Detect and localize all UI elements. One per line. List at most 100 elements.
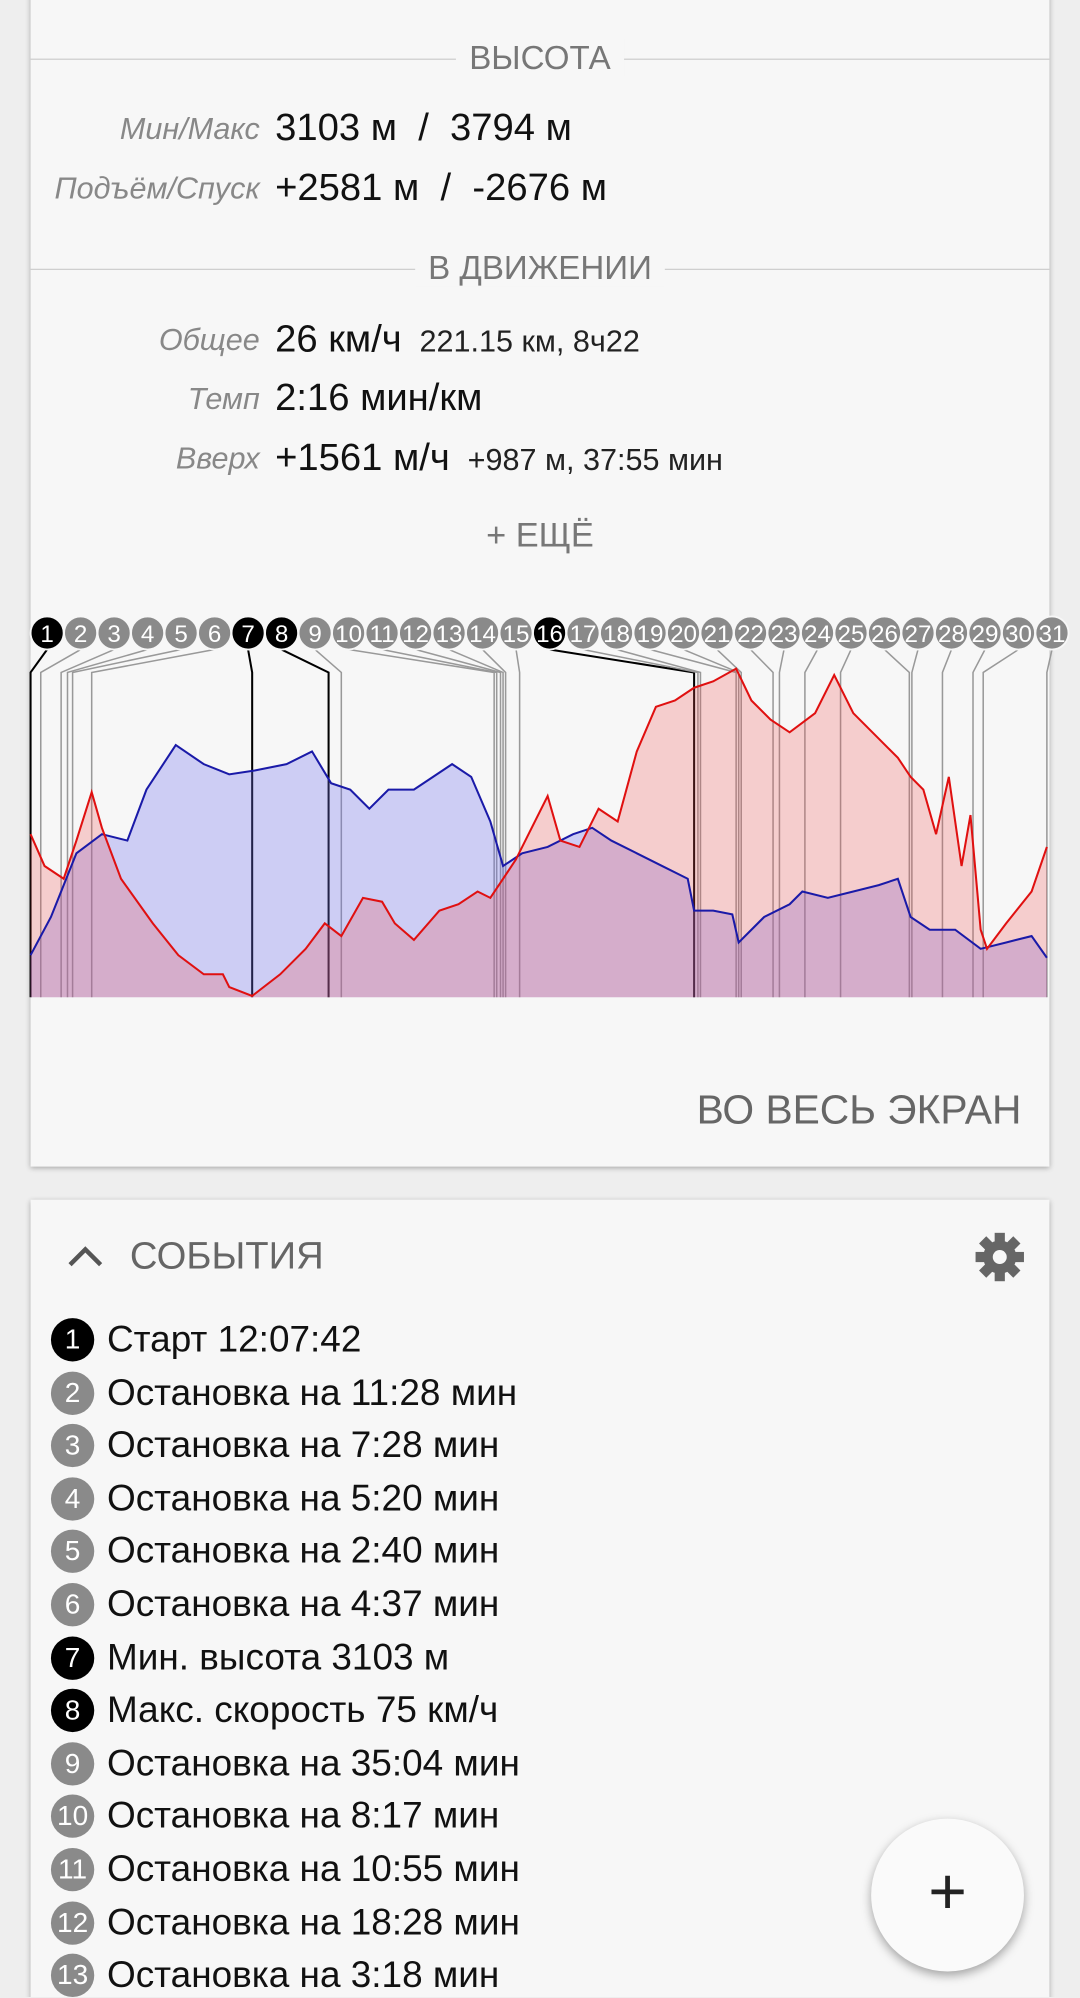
marker-label[interactable]: 5 xyxy=(174,621,187,648)
marker-line xyxy=(415,648,502,998)
marker-label[interactable]: 12 xyxy=(402,621,429,648)
section-title: ВЫСОТА xyxy=(456,38,624,77)
stat-label: Темп xyxy=(187,382,260,417)
marker-circle[interactable] xyxy=(1034,615,1070,651)
marker-lines xyxy=(29,648,1053,998)
stat-label: Вверх xyxy=(175,441,260,477)
gear-tooth xyxy=(975,1251,988,1263)
stat-detail: +987 м, 37:55 мин xyxy=(467,443,723,478)
marker-line xyxy=(883,648,911,998)
stat-value: +2581 м / -2676 м xyxy=(275,166,607,209)
marker-label[interactable]: 15 xyxy=(503,621,530,648)
gear-tooth xyxy=(994,1269,1005,1282)
more-button[interactable]: + ЕЩЁ xyxy=(486,515,594,555)
marker-label[interactable]: 7 xyxy=(241,621,254,648)
marker-label[interactable]: 4 xyxy=(141,621,154,648)
stat-value: 2:16 мин/км xyxy=(275,376,483,420)
marker-line xyxy=(314,648,343,998)
event-number: 7 xyxy=(50,1636,95,1680)
elevation-line xyxy=(29,667,1048,998)
marker-label[interactable]: 28 xyxy=(938,621,965,648)
event-text: Остановка на 2:40 мин xyxy=(106,1531,500,1573)
marker-label[interactable]: 24 xyxy=(804,621,831,648)
marker-line xyxy=(716,648,742,998)
marker-label[interactable]: 10 xyxy=(335,621,362,648)
marker-label[interactable]: 26 xyxy=(871,621,898,648)
marker-line xyxy=(972,649,986,998)
marker-line xyxy=(247,649,254,998)
marker-line xyxy=(482,648,507,998)
marker-label[interactable]: 21 xyxy=(704,621,731,648)
marker-label[interactable]: 29 xyxy=(972,621,999,648)
marker-label[interactable]: 18 xyxy=(603,621,630,648)
markers: 1 2 3 4 5 6 7 8 9 10 11 12 13 14 15 16 17 18 19 20 21 22 23 24 2… xyxy=(29,615,1070,651)
event-text: Макс. скорость 75 км/ч xyxy=(106,1690,499,1732)
event-text: Остановка на 5:20 мин xyxy=(106,1478,500,1520)
marker-label[interactable]: 31 xyxy=(1039,621,1066,648)
marker-line xyxy=(1046,649,1053,998)
stat-label: Общее xyxy=(158,323,260,358)
marker-label[interactable]: 30 xyxy=(1005,621,1032,648)
event-number: 10 xyxy=(50,1794,95,1839)
event-text: Остановка на 10:55 мин xyxy=(106,1849,520,1890)
marker-label[interactable]: 11 xyxy=(370,621,395,648)
marker-label[interactable]: 8 xyxy=(275,621,288,648)
gear-tooth xyxy=(1005,1236,1021,1252)
marker-label[interactable]: 3 xyxy=(107,621,120,648)
gear-tooth xyxy=(979,1262,995,1278)
marker-label[interactable]: 16 xyxy=(536,621,563,648)
event-number: 12 xyxy=(50,1900,95,1945)
event-text: Мин. высота 3103 м xyxy=(106,1637,450,1679)
marker-line xyxy=(616,648,702,998)
marker-label[interactable]: 22 xyxy=(737,621,764,648)
event-number: 5 xyxy=(50,1530,95,1574)
marker-label[interactable]: 25 xyxy=(838,621,865,648)
section-title: В ДВИЖЕНИИ xyxy=(415,248,665,287)
elevation-area xyxy=(30,668,1047,998)
stat-main: +1561 м/ч xyxy=(275,436,450,479)
profile-chart: 1 2 3 4 5 6 7 8 9 10 11 12 13 14 15 16 17 18 19 20 21 22 23 24 2… xyxy=(29,615,1070,998)
event-text: Остановка на 18:28 мин xyxy=(106,1902,520,1943)
events-title[interactable]: СОБЫТИЯ xyxy=(129,1235,324,1278)
settings-icon[interactable] xyxy=(973,1230,1026,1283)
event-text: Остановка на 7:28 мин xyxy=(106,1425,500,1467)
marker-line xyxy=(66,648,148,998)
event-text: Остановка на 8:17 мин xyxy=(106,1796,500,1837)
marker-line xyxy=(448,648,504,998)
marker-line xyxy=(804,649,819,998)
marker-label[interactable]: 9 xyxy=(308,621,321,648)
marker-line xyxy=(39,648,81,998)
fullscreen-button[interactable]: ВО ВЕСЬ ЭКРАН xyxy=(696,1086,1022,1133)
marker-label[interactable]: 23 xyxy=(771,621,798,648)
gear-tooth xyxy=(1005,1262,1021,1278)
add-button[interactable]: + xyxy=(871,1818,1024,1972)
marker-label[interactable]: 13 xyxy=(436,621,463,648)
marker-label[interactable]: 17 xyxy=(570,621,597,648)
marker-label[interactable]: 14 xyxy=(469,621,496,648)
marker-label[interactable]: 1 xyxy=(40,621,53,648)
event-number: 2 xyxy=(50,1371,95,1415)
stat-main: 26 км/ч xyxy=(275,318,402,361)
event-text: Старт 12:07:42 xyxy=(106,1319,362,1361)
marker-label[interactable]: 27 xyxy=(905,621,932,648)
collapse-icon[interactable] xyxy=(66,1244,104,1269)
event-text: Остановка на 11:28 мин xyxy=(106,1372,518,1414)
chart-bg xyxy=(30,655,1050,998)
marker-line xyxy=(749,648,774,998)
marker-line xyxy=(982,648,1019,998)
marker-line xyxy=(71,648,182,998)
stat-value: +1561 м/ч +987 м, 37:55 мин xyxy=(275,437,723,480)
marker-line xyxy=(911,649,919,998)
stat-label: Мин/Макс xyxy=(119,112,260,147)
marker-label[interactable]: 19 xyxy=(637,621,664,648)
marker-label[interactable]: 6 xyxy=(208,621,221,648)
marker-line xyxy=(649,648,737,998)
event-number: 8 xyxy=(50,1689,95,1733)
marker-line xyxy=(778,649,785,998)
marker-label[interactable]: 2 xyxy=(74,621,87,648)
marker-line xyxy=(941,649,953,998)
section-divider: В ДВИЖЕНИИ xyxy=(30,248,1050,287)
marker-line xyxy=(515,649,521,998)
marker-label[interactable]: 20 xyxy=(670,621,697,648)
